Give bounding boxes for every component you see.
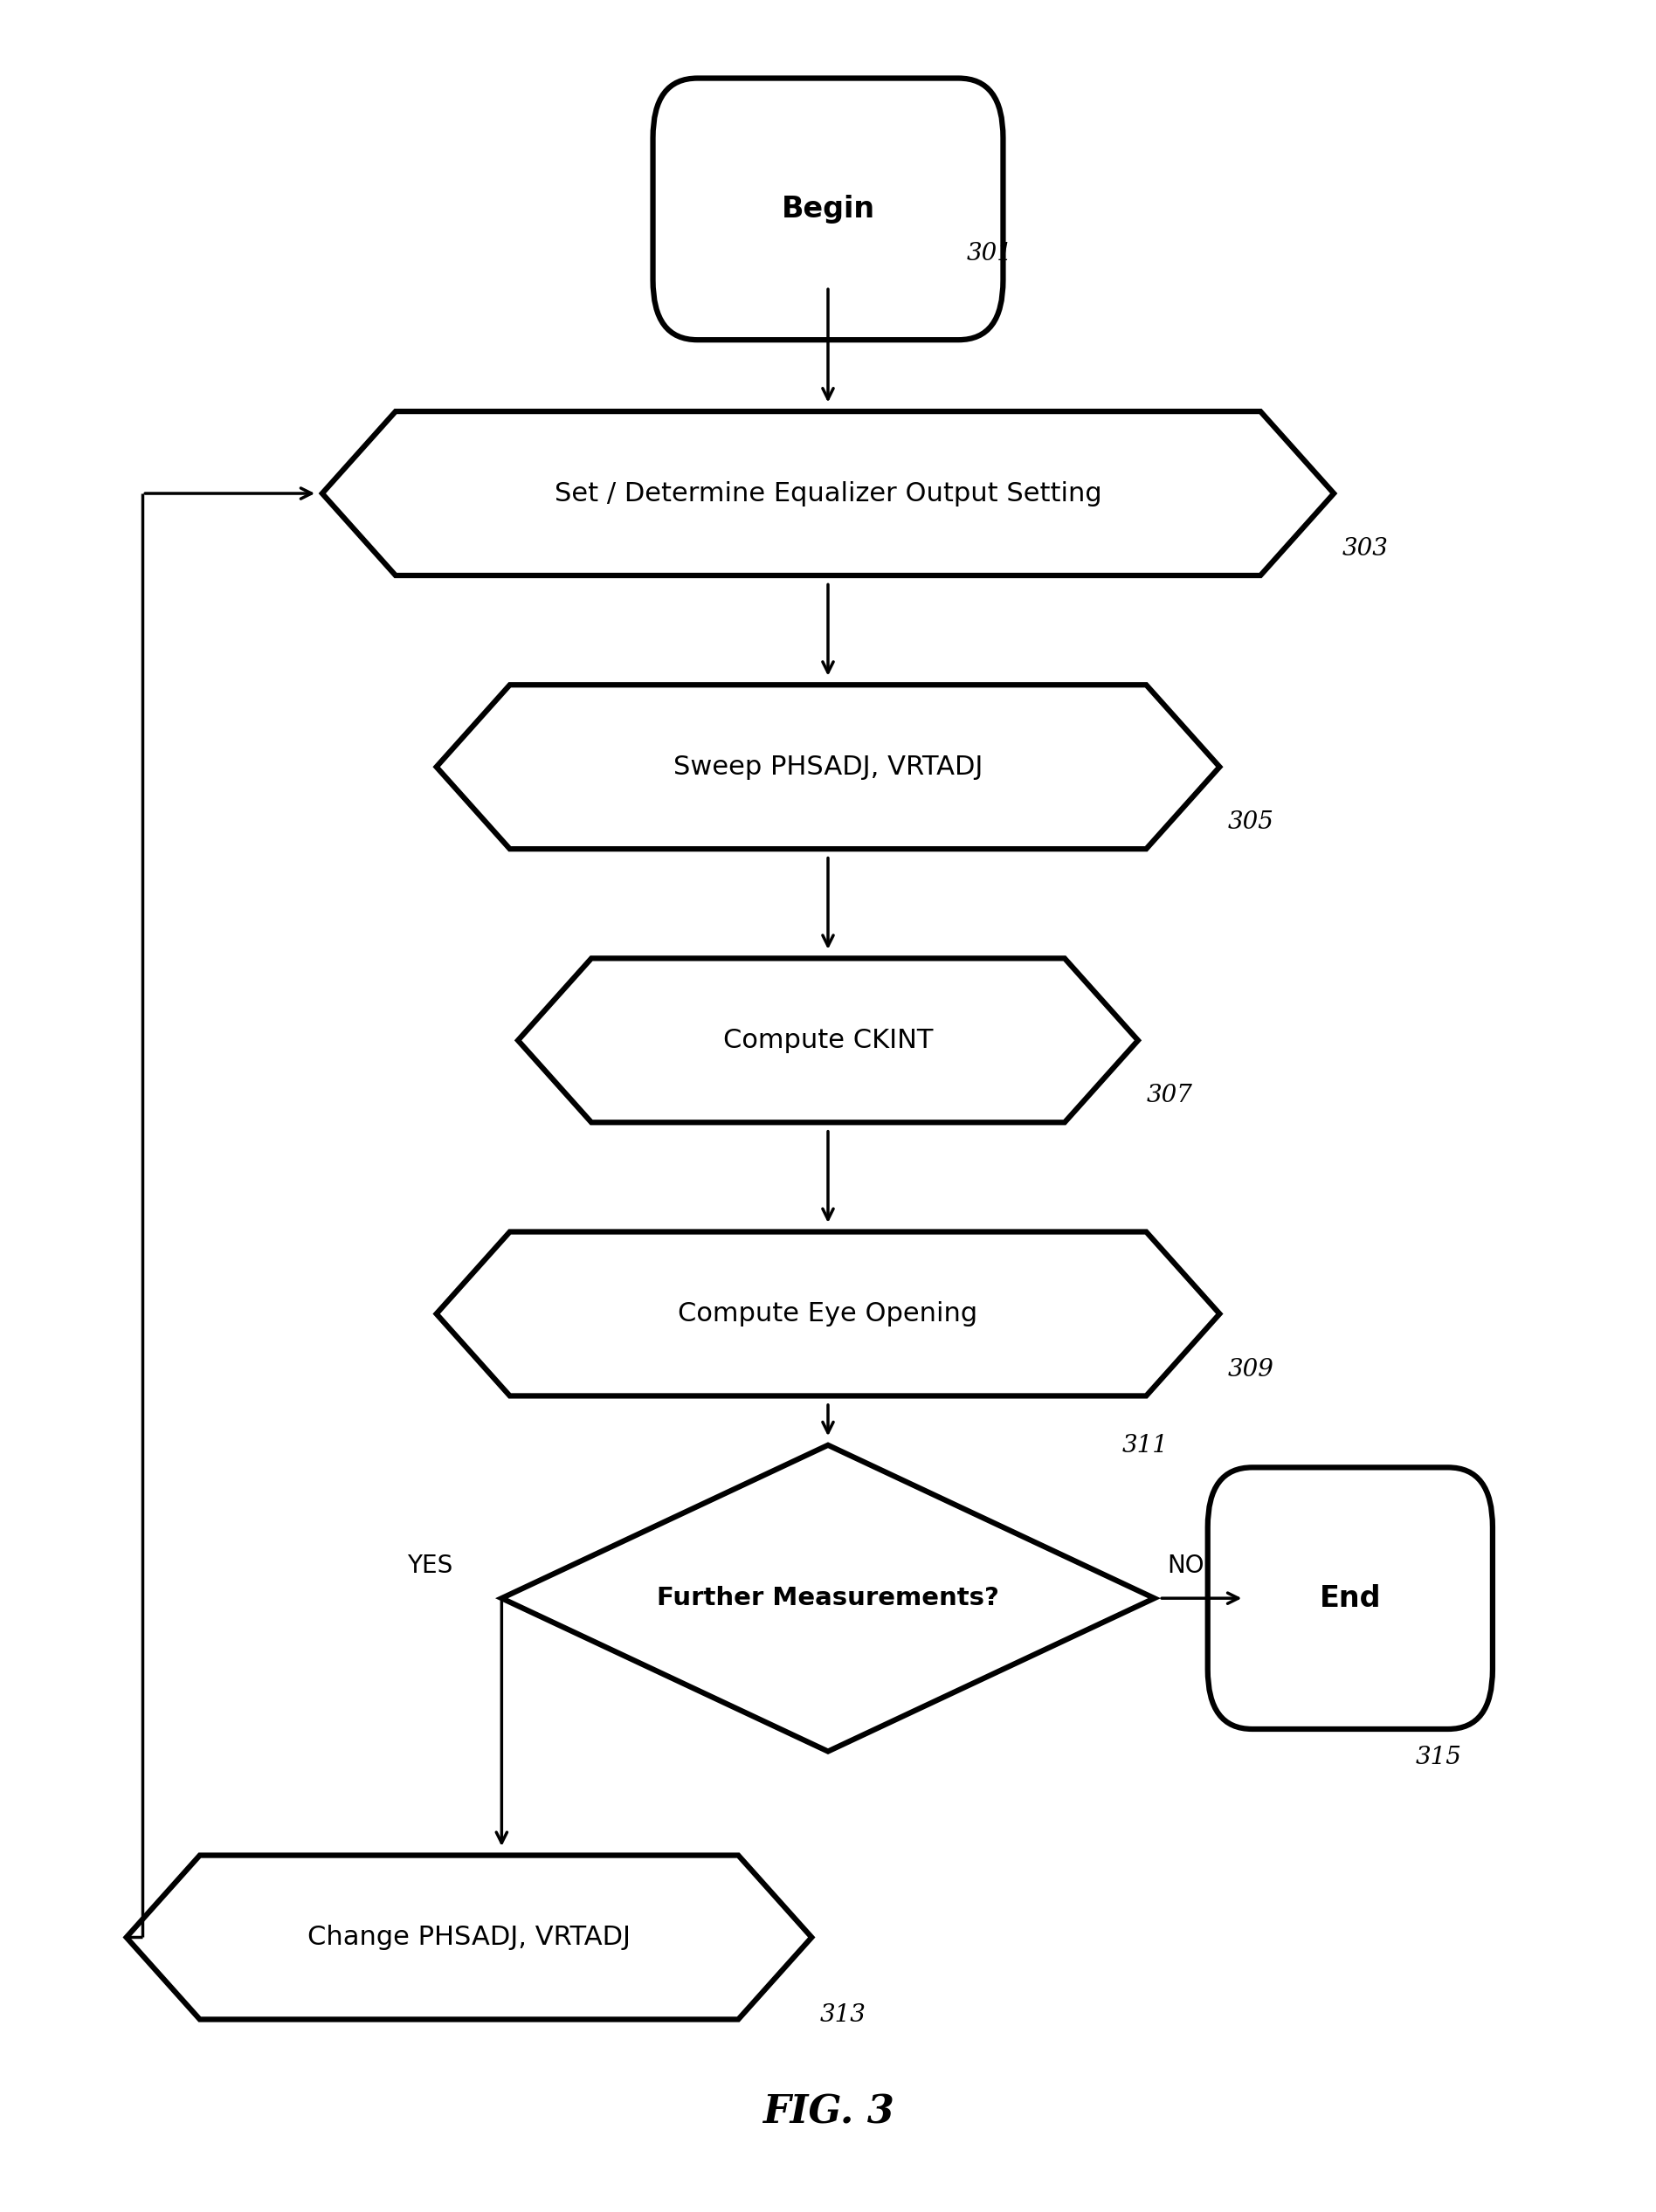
Text: FIG. 3: FIG. 3 <box>762 2093 894 2130</box>
Text: Sweep PHSADJ, VRTADJ: Sweep PHSADJ, VRTADJ <box>674 754 982 779</box>
Text: Change PHSADJ, VRTADJ: Change PHSADJ, VRTADJ <box>308 1924 631 1951</box>
Polygon shape <box>437 686 1219 849</box>
Text: 315: 315 <box>1416 1745 1462 1770</box>
Text: Compute Eye Opening: Compute Eye Opening <box>679 1301 977 1327</box>
FancyBboxPatch shape <box>652 77 1004 341</box>
Text: Compute CKINT: Compute CKINT <box>724 1029 932 1053</box>
Text: 313: 313 <box>820 2004 866 2026</box>
Polygon shape <box>518 958 1138 1121</box>
Text: Set / Determine Equalizer Output Setting: Set / Determine Equalizer Output Setting <box>555 480 1101 507</box>
Text: End: End <box>1320 1584 1381 1613</box>
Text: 301: 301 <box>967 241 1013 265</box>
Text: 307: 307 <box>1146 1084 1192 1108</box>
FancyBboxPatch shape <box>1207 1467 1492 1730</box>
Text: Begin: Begin <box>782 195 874 223</box>
Text: NO: NO <box>1167 1553 1204 1577</box>
Text: 305: 305 <box>1227 810 1273 834</box>
Text: 309: 309 <box>1227 1358 1273 1380</box>
Polygon shape <box>437 1232 1219 1396</box>
Text: 311: 311 <box>1121 1433 1167 1458</box>
Polygon shape <box>502 1444 1154 1752</box>
Text: 303: 303 <box>1341 538 1388 562</box>
Polygon shape <box>323 411 1333 575</box>
Text: Further Measurements?: Further Measurements? <box>657 1586 999 1610</box>
Text: YES: YES <box>407 1553 452 1577</box>
Polygon shape <box>126 1856 811 2020</box>
